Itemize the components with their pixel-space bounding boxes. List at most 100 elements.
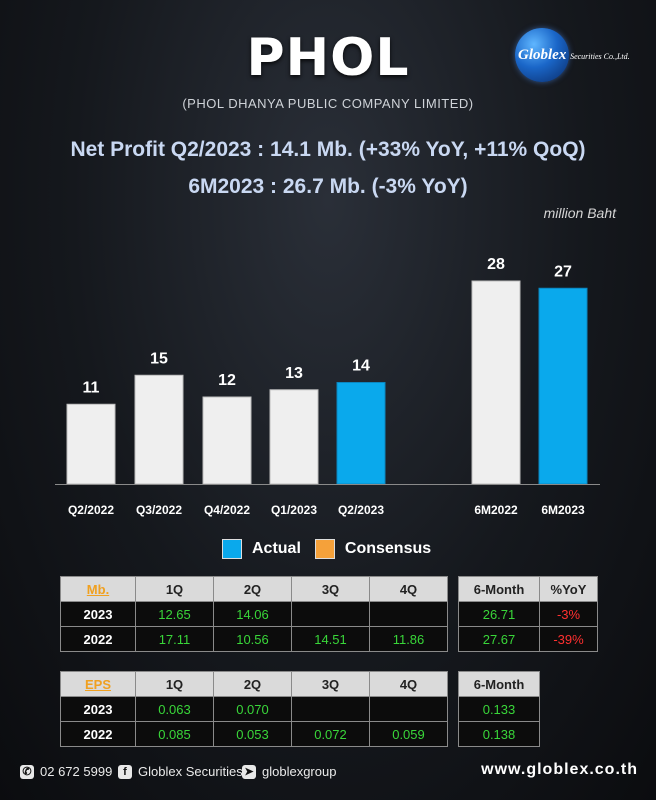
row-year: 2023 — [60, 696, 136, 722]
bar-value-label: 12 — [218, 372, 236, 389]
globlex-logo: Globlex Securities Co.,Ltd. — [515, 28, 641, 82]
table-header-row: 6-Month — [458, 671, 540, 697]
table-cell — [291, 696, 370, 722]
legend-swatch-actual — [222, 539, 242, 559]
logo-subtitle: Securities Co.,Ltd. — [570, 52, 630, 61]
table-cell: 14.06 — [213, 601, 292, 627]
x-tick-label: Q2/2023 — [338, 503, 384, 517]
telegram-icon: ➤ — [242, 764, 256, 779]
footer: ✆ 02 672 5999 f Globlex Securities ➤ glo… — [0, 758, 656, 788]
eps-6m-table: 6-Month 0.133 0.138 — [458, 671, 540, 747]
phone-number: 02 672 5999 — [40, 764, 113, 779]
table-cell — [369, 696, 448, 722]
bar-q3-2022 — [134, 374, 184, 485]
eps-quarter-table: EPS 1Q 2Q 3Q 4Q 2023 0.063 0.070 2022 0.… — [60, 671, 448, 747]
row-year: 2023 — [60, 601, 136, 627]
table-cell-yoy: -39% — [539, 626, 598, 652]
col-header: 1Q — [135, 671, 214, 697]
bar-q2-2022 — [66, 403, 116, 485]
legend-swatch-consensus — [314, 539, 335, 559]
col-header: 6-Month — [458, 576, 540, 602]
table-cell: 0.072 — [291, 721, 370, 747]
table-cell: 0.070 — [213, 696, 292, 722]
table-row: 26.71 -3% — [458, 601, 598, 627]
table-cell — [291, 601, 370, 627]
net-profit-bar-chart: 11 Q2/2022 15 Q3/2022 12 Q4/2022 13 Q1/2023 14 Q2… — [55, 256, 600, 517]
col-header: 4Q — [369, 671, 448, 697]
table-header-row: 6-Month %YoY — [458, 576, 598, 602]
table-cell: 0.063 — [135, 696, 214, 722]
table-corner-mb: Mb. — [60, 576, 136, 602]
table-cell: 27.67 — [458, 626, 540, 652]
table-cell: 12.65 — [135, 601, 214, 627]
bar-value-label: 13 — [285, 365, 303, 382]
col-header: 3Q — [291, 671, 370, 697]
globe-icon — [515, 28, 569, 82]
legend-label-consensus: Consensus — [344, 540, 432, 557]
table-header-row: Mb. 1Q 2Q 3Q 4Q — [60, 576, 448, 602]
bar-value-label: 28 — [487, 256, 505, 273]
bar-6m2023 — [538, 287, 588, 485]
table-cell: 0.133 — [458, 696, 540, 722]
x-tick-label: Q4/2022 — [204, 503, 250, 517]
facebook-icon: f — [118, 764, 132, 779]
x-tick-label: Q1/2023 — [271, 503, 317, 517]
table-row: 2023 12.65 14.06 — [60, 601, 448, 627]
footer-phone: ✆ 02 672 5999 — [20, 764, 112, 779]
col-header: 2Q — [213, 671, 292, 697]
table-header-row: EPS 1Q 2Q 3Q 4Q — [60, 671, 448, 697]
row-year: 2022 — [60, 721, 136, 747]
row-year: 2022 — [60, 626, 136, 652]
bar-value-label: 15 — [150, 350, 168, 367]
legend-label-actual: Actual — [252, 540, 301, 557]
col-header: %YoY — [539, 576, 598, 602]
logo-text: Globlex Securities Co.,Ltd. — [518, 47, 630, 64]
table-cell — [369, 601, 448, 627]
unit-label: million Baht — [543, 205, 616, 221]
facebook-label: Globlex Securities — [138, 764, 243, 779]
x-tick-label: 6M2023 — [541, 503, 585, 517]
phone-icon: ✆ — [20, 764, 34, 779]
table-cell: 14.51 — [291, 626, 370, 652]
bar-value-label: 11 — [83, 379, 100, 396]
table-cell: 0.059 — [369, 721, 448, 747]
logo-brand: Globlex — [518, 47, 567, 63]
table-cell-yoy: -3% — [539, 601, 598, 627]
col-header: 2Q — [213, 576, 292, 602]
website-link[interactable]: www.globlex.co.th — [481, 761, 638, 778]
table-cell: 0.085 — [135, 721, 214, 747]
table-row: 0.133 — [458, 696, 540, 722]
footer-facebook[interactable]: f Globlex Securities — [118, 764, 243, 779]
bar-value-label: 27 — [554, 263, 572, 280]
x-tick-label: Q2/2022 — [68, 503, 114, 517]
table-row: 2023 0.063 0.070 — [60, 696, 448, 722]
profit-quarter-table: Mb. 1Q 2Q 3Q 4Q 2023 12.65 14.06 2022 17… — [60, 576, 448, 652]
bar-6m2022 — [471, 280, 521, 485]
col-header: 1Q — [135, 576, 214, 602]
profit-6m-table: 6-Month %YoY 26.71 -3% 27.67 -39% — [458, 576, 598, 652]
table-corner-eps: EPS — [60, 671, 136, 697]
table-row: 2022 17.11 10.56 14.51 11.86 — [60, 626, 448, 652]
table-row: 2022 0.085 0.053 0.072 0.059 — [60, 721, 448, 747]
col-header: 6-Month — [458, 671, 540, 697]
col-header: 4Q — [369, 576, 448, 602]
bar-q2-2023 — [336, 382, 386, 485]
chart-legend: Actual Consensus — [222, 538, 431, 560]
x-tick-label: Q3/2022 — [136, 503, 182, 517]
bar-q4-2022 — [202, 396, 252, 485]
footer-telegram[interactable]: ➤ globlexgroup — [242, 764, 336, 779]
col-header: 3Q — [291, 576, 370, 602]
table-row: 0.138 — [458, 721, 540, 747]
table-cell: 26.71 — [458, 601, 540, 627]
table-cell: 17.11 — [135, 626, 214, 652]
table-cell: 11.86 — [369, 626, 448, 652]
table-cell: 0.138 — [458, 721, 540, 747]
telegram-label: globlexgroup — [262, 764, 337, 779]
company-name: (PHOL DHANYA PUBLIC COMPANY LIMITED) — [182, 96, 474, 111]
x-tick-label: 6M2022 — [474, 503, 518, 517]
table-cell: 0.053 — [213, 721, 292, 747]
bar-q1-2023 — [269, 389, 319, 485]
ticker-title: PHOL — [246, 28, 410, 88]
headline-quarter: Net Profit Q2/2023 : 14.1 Mb. (+33% YoY,… — [70, 138, 586, 161]
